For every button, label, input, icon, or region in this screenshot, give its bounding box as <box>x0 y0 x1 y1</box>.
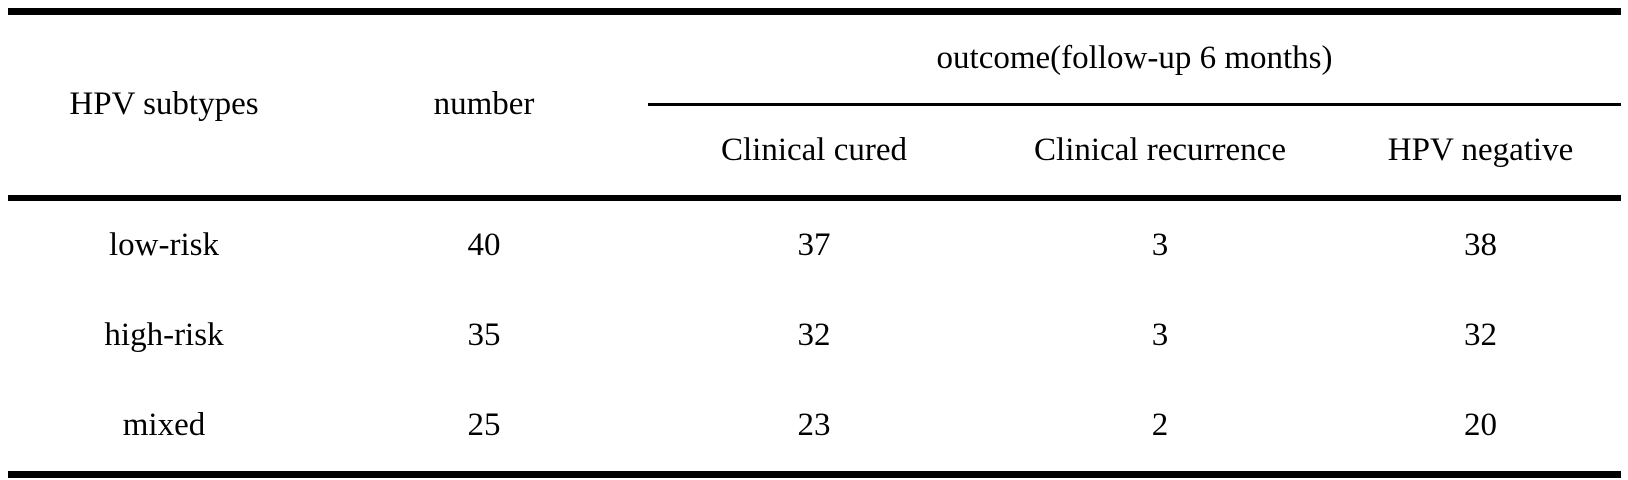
cell-clinical-cured: 32 <box>797 317 831 354</box>
header-hpv-negative: HPV negative <box>1387 131 1574 168</box>
table-header: HPV subtypes number outcome(follow-up 6 … <box>8 11 1622 199</box>
cell-clinical-recurrence: 3 <box>1151 317 1169 354</box>
cell-clinical-cured: 23 <box>797 407 831 444</box>
table-body: low-risk 40 37 3 38 high-risk 35 32 3 32… <box>8 198 1621 475</box>
cell-hpv-negative: 20 <box>1464 407 1498 444</box>
header-outcome-group: outcome(follow-up 6 months) <box>648 11 1622 106</box>
header-clinical-cured: Clinical cured <box>720 131 907 168</box>
cell-subtype: high-risk <box>104 317 224 354</box>
cell-clinical-recurrence: 2 <box>1151 407 1169 444</box>
header-hpv-subtypes: HPV subtypes <box>69 86 259 123</box>
header-number: number <box>433 86 535 123</box>
header-sub-row: Clinical cured Clinical recurrence HPV n… <box>8 105 1621 199</box>
cell-number: 25 <box>467 407 501 444</box>
cell-subtype: low-risk <box>109 227 219 264</box>
cell-hpv-negative: 32 <box>1464 317 1498 354</box>
cell-number: 35 <box>467 317 501 354</box>
table-row-mixed: mixed 25 23 2 20 <box>8 381 1621 475</box>
header-clinical-recurrence: Clinical recurrence <box>1034 131 1286 168</box>
cell-subtype: mixed <box>122 407 206 444</box>
table-row-high-risk: high-risk 35 32 3 32 <box>8 291 1621 381</box>
hpv-outcome-table: HPV subtypes number outcome(follow-up 6 … <box>8 8 1622 478</box>
cell-clinical-cured: 37 <box>797 227 831 264</box>
cell-number: 40 <box>467 227 501 264</box>
table-row-low-risk: low-risk 40 37 3 38 <box>8 198 1621 291</box>
cell-clinical-recurrence: 3 <box>1151 227 1169 264</box>
header-group-row: HPV subtypes number outcome(follow-up 6 … <box>8 11 1622 122</box>
cell-hpv-negative: 38 <box>1464 227 1498 264</box>
